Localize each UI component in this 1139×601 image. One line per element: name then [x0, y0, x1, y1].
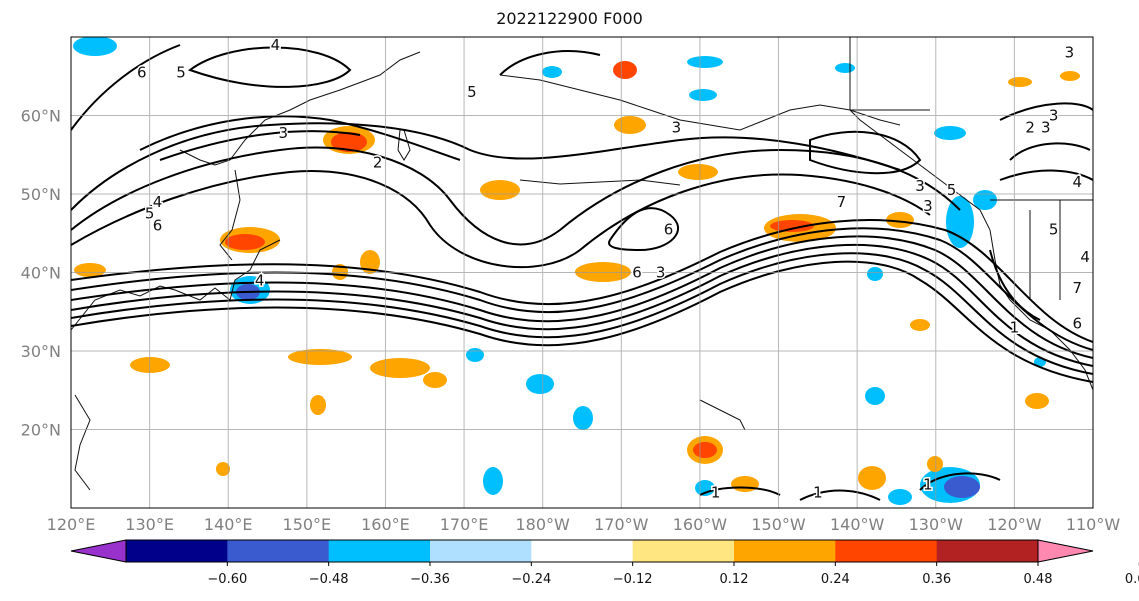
- contour-label: 1: [711, 483, 721, 501]
- colorbar-segment: [531, 540, 634, 562]
- lon-tick-label: 120°E: [47, 515, 96, 534]
- lon-tick-label: 160°E: [361, 515, 410, 534]
- lon-tick-label: 110°W: [1066, 515, 1121, 534]
- colorbar-segment: [734, 540, 836, 562]
- contour-label: 4: [255, 271, 265, 289]
- contour-label: 6: [137, 63, 147, 81]
- contour-label: 4: [1080, 248, 1090, 266]
- contour-label: 3: [1049, 107, 1059, 125]
- lat-tick-label: 30°N: [21, 342, 61, 361]
- contour-label: 6: [664, 220, 674, 238]
- colorbar-tick-label: −0.60: [207, 572, 247, 587]
- contour-label: 5: [947, 181, 957, 199]
- colorbar: −0.60 −0.48 −0.36 −0.24 −0.12 0.12 0.24 0.36 0.4…: [70, 539, 1139, 587]
- colorbar-tick-label: 0.36: [922, 572, 951, 587]
- contour-label: 4: [153, 193, 163, 211]
- colorbar-segment: [430, 540, 532, 562]
- lat-tick-label: 20°N: [21, 421, 61, 440]
- contour-label: 3: [278, 124, 288, 142]
- contour-label: 5: [176, 63, 186, 81]
- colorbar-segment: [835, 540, 938, 562]
- lon-tick-label: 150°W: [751, 515, 806, 534]
- contour-label: 5: [145, 205, 155, 223]
- contour-label: 7: [1073, 279, 1083, 297]
- lon-tick-label: 140°E: [204, 515, 253, 534]
- height-contours: [71, 44, 1093, 501]
- lon-tick-label: 120°W: [987, 515, 1042, 534]
- colorbar-extend-high: [1037, 539, 1094, 563]
- lon-tick-label: 170°W: [594, 515, 649, 534]
- contour-label: 2: [1025, 118, 1035, 136]
- contour-label: 4: [1073, 173, 1083, 191]
- lon-tick-label: 130°W: [909, 515, 964, 534]
- map-border: [70, 36, 1094, 509]
- contour-label: 6: [632, 264, 642, 282]
- contour-label: 3: [923, 197, 933, 215]
- contour-label: 6: [153, 216, 163, 234]
- colorbar-extend-low: [70, 539, 127, 563]
- contour-label: 6: [1073, 315, 1083, 333]
- latitude-labels: 20°N 30°N 40°N 50°N 60°N: [21, 107, 61, 440]
- contour-label: 2: [373, 154, 383, 172]
- colorbar-segment: [328, 540, 431, 562]
- contour-label: 4: [271, 36, 281, 54]
- colorbar-tick-label: −0.12: [613, 572, 653, 587]
- colorbar-tick-label: 0.48: [1024, 572, 1053, 587]
- contour-label: 1: [1010, 318, 1020, 336]
- contour-label: 1: [813, 483, 823, 501]
- contour-label: 5: [1049, 220, 1059, 238]
- contour-label: 1: [923, 475, 933, 493]
- lat-tick-label: 40°N: [21, 264, 61, 283]
- colorbar-tick-label: −0.36: [410, 572, 450, 587]
- longitude-labels: 120°E 130°E 140°E 150°E 160°E 170°E 180°W 170°W…: [47, 515, 1121, 534]
- lon-tick-label: 160°W: [673, 515, 728, 534]
- colorbar-segment: [936, 540, 1039, 562]
- colorbar-tick-label: −0.48: [309, 572, 349, 587]
- contour-label: 3: [915, 177, 925, 195]
- lon-tick-label: 140°W: [830, 515, 885, 534]
- contour-label: 3: [1065, 44, 1075, 62]
- contour-label: 3: [672, 118, 682, 136]
- colorbar-tick-label: −0.24: [511, 572, 551, 587]
- colorbar-tick-label: 0.12: [720, 572, 749, 587]
- lat-tick-label: 60°N: [21, 107, 61, 126]
- contour-label: 3: [1041, 118, 1051, 136]
- colorbar-segment: [632, 540, 735, 562]
- lon-tick-label: 130°E: [125, 515, 174, 534]
- colorbar-segment: [227, 540, 330, 562]
- lon-tick-label: 180°W: [516, 515, 571, 534]
- map-title: 2022122900 F000: [496, 9, 643, 28]
- coastlines: [71, 37, 1093, 491]
- colorbar-segment: [126, 540, 228, 562]
- colorbar-frame: [125, 539, 1039, 563]
- lat-tick-label: 50°N: [21, 185, 61, 204]
- contour-label: 7: [837, 193, 847, 211]
- colorbar-tick-label: 0.60: [1125, 572, 1139, 587]
- lon-tick-label: 170°E: [440, 515, 489, 534]
- anomaly-shading: [73, 37, 1080, 505]
- lon-tick-label: 150°E: [283, 515, 332, 534]
- graticule: [71, 37, 1093, 508]
- contour-label: 3: [656, 264, 666, 282]
- colorbar-tick-label: 0.24: [821, 572, 850, 587]
- contour-label: 5: [467, 83, 477, 101]
